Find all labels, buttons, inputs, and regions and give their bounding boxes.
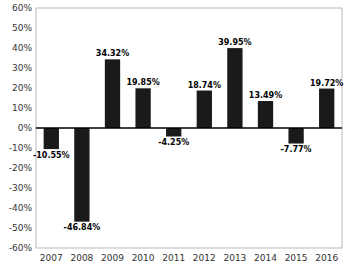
y-tick-label: -50% — [9, 223, 33, 233]
x-tick-label: 2007 — [40, 253, 63, 263]
y-tick-label: 50% — [12, 23, 32, 33]
x-tick-label: 2014 — [254, 253, 277, 263]
y-axis: -60% -50% -40% -30% -20% -10% 0% 10% 20% 30% 40% 50… — [9, 3, 33, 253]
bars — [44, 48, 335, 222]
x-tick-label: 2012 — [193, 253, 216, 263]
x-tick-label: 2013 — [223, 253, 246, 263]
y-tick-label: 10% — [12, 103, 32, 113]
y-tick-label: 20% — [12, 83, 32, 93]
x-tick-label: 2016 — [315, 253, 338, 263]
x-tick-label: 2010 — [132, 253, 155, 263]
y-tick-label: -30% — [9, 183, 33, 193]
chart-container: -60% -50% -40% -30% -20% -10% 0% 10% 20% 30% 40% 50… — [0, 0, 350, 268]
x-tick-label: 2015 — [285, 253, 308, 263]
bar — [197, 91, 212, 128]
bar — [258, 101, 273, 128]
bar — [288, 128, 303, 144]
y-tick-label: -40% — [9, 203, 33, 213]
data-label: 19.85% — [126, 78, 159, 87]
bar — [135, 88, 150, 128]
x-tick-label: 2009 — [101, 253, 124, 263]
data-label: -7.77% — [281, 145, 312, 154]
y-tick-label: -10% — [9, 143, 33, 153]
y-tick-label: 0% — [18, 123, 33, 133]
chart: -60% -50% -40% -30% -20% -10% 0% 10% 20% 30% 40% 50… — [0, 0, 350, 268]
data-label: 19.72% — [310, 79, 343, 88]
bar — [74, 128, 89, 222]
bar — [227, 48, 242, 128]
x-tick-label: 2008 — [70, 253, 93, 263]
data-label: -4.25% — [158, 138, 189, 147]
bar — [105, 59, 120, 128]
data-label: 34.32% — [96, 49, 129, 58]
bar — [319, 89, 334, 128]
y-tick-label: -60% — [9, 243, 33, 253]
y-tick-label: 30% — [12, 63, 32, 73]
data-label: 13.49% — [249, 91, 282, 100]
data-label: -10.55% — [33, 151, 70, 160]
y-tick-label: 60% — [12, 3, 32, 13]
zero-line — [36, 127, 342, 129]
bar — [166, 128, 181, 137]
data-label: -46.84% — [64, 223, 101, 232]
data-label: 39.95% — [218, 38, 251, 47]
x-axis: 2007 2008 2009 2010 2011 2012 2013 2014 2015 2016 — [40, 253, 339, 263]
data-label: 18.74% — [188, 81, 221, 90]
plot-frame — [36, 8, 342, 248]
x-tick-label: 2011 — [162, 253, 185, 263]
y-tick-label: -20% — [9, 163, 33, 173]
y-tick-label: 40% — [12, 43, 32, 53]
data-labels: -10.55% -46.84% 34.32% 19.85% -4.25% 18.74% 39… — [33, 38, 343, 232]
bar — [44, 128, 59, 149]
